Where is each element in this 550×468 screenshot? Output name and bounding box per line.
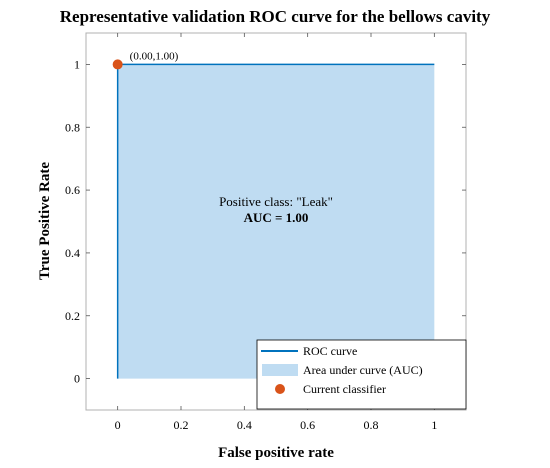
x-tick-label: 1 <box>431 418 437 432</box>
y-tick-label: 0.4 <box>65 246 80 260</box>
point-label: (0.00,1.00) <box>130 50 179 62</box>
x-tick-label: 0.8 <box>364 418 379 432</box>
plot-area: (0.00,1.00) Positive class: "Leak" AUC =… <box>85 32 467 411</box>
legend-swatch-classifier <box>275 384 285 394</box>
x-tick-label: 0.6 <box>300 418 315 432</box>
legend-swatch-auc-area <box>262 364 298 376</box>
auc-area <box>117 64 435 379</box>
x-axis-ticks: 0 0.2 0.4 0.6 0.8 1 <box>115 33 437 432</box>
y-tick-label: 0.6 <box>65 183 80 197</box>
legend-label-auc: Area under curve (AUC) <box>303 363 423 377</box>
legend: ROC curve Area under curve (AUC) Current… <box>256 339 467 410</box>
y-tick-label: 0.8 <box>65 120 80 134</box>
positive-class-annotation: Positive class: "Leak" <box>219 194 333 209</box>
y-tick-label: 0 <box>74 372 80 386</box>
y-tick-label: 0.2 <box>65 309 80 323</box>
legend-label-classifier: Current classifier <box>303 382 386 396</box>
x-tick-label: 0.4 <box>237 418 252 432</box>
y-tick-label: 1 <box>74 57 80 71</box>
auc-annotation: AUC = 1.00 <box>244 210 309 225</box>
chart-title: Representative validation ROC curve for … <box>60 7 491 26</box>
x-tick-label: 0.2 <box>174 418 189 432</box>
legend-label-roc: ROC curve <box>303 344 357 358</box>
y-axis-label: True Positive Rate <box>37 162 53 280</box>
y-axis-ticks: 0 0.2 0.4 0.6 0.8 1 <box>65 57 466 386</box>
current-classifier-point <box>112 59 123 70</box>
x-axis-label: False positive rate <box>218 445 334 461</box>
x-tick-label: 0 <box>115 418 121 432</box>
